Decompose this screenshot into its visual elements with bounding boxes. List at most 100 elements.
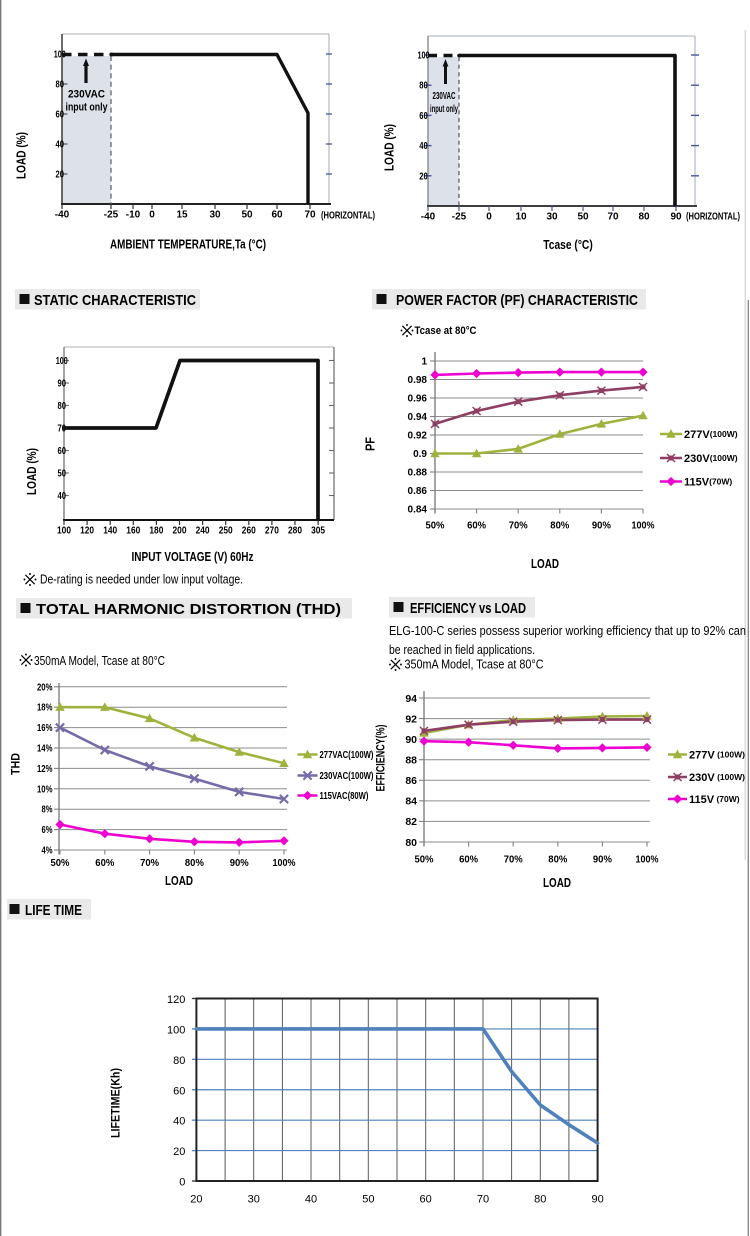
svg-text:60%: 60%	[459, 854, 479, 866]
svg-text:20%: 20%	[37, 682, 53, 693]
svg-text:10: 10	[515, 212, 527, 223]
svg-text:0.98: 0.98	[408, 375, 428, 386]
svg-text:50%: 50%	[51, 857, 71, 869]
svg-text:LOAD: LOAD	[165, 873, 193, 888]
svg-text:180: 180	[149, 526, 163, 537]
svg-text:90: 90	[591, 1194, 603, 1206]
svg-text:16%: 16%	[37, 723, 53, 734]
svg-text:EFFICIENCY vs LOAD: EFFICIENCY vs LOAD	[410, 601, 526, 617]
svg-text:80%: 80%	[185, 857, 205, 869]
svg-text:80%: 80%	[550, 520, 570, 532]
svg-text:15: 15	[176, 210, 188, 221]
svg-text:LOAD (%): LOAD (%)	[24, 448, 39, 495]
svg-text:70: 70	[477, 1194, 489, 1206]
svg-text:260: 260	[242, 526, 256, 537]
svg-text:ELG-100-C series possess super: ELG-100-C series possess superior workin…	[389, 624, 746, 638]
svg-text:LOAD: LOAD	[531, 556, 559, 571]
svg-text:LOAD (%): LOAD (%)	[14, 132, 29, 179]
svg-text:100: 100	[418, 51, 430, 62]
svg-text:-10: -10	[126, 210, 141, 221]
svg-text:90%: 90%	[230, 857, 250, 869]
svg-text:30: 30	[209, 210, 221, 221]
svg-text:50: 50	[362, 1194, 374, 1206]
svg-text:60%: 60%	[95, 857, 115, 869]
svg-text:230VAC(100W): 230VAC(100W)	[320, 771, 374, 782]
svg-text:30: 30	[248, 1194, 260, 1206]
svg-text:100: 100	[57, 526, 71, 537]
svg-text:120: 120	[167, 994, 185, 1006]
svg-text:PF: PF	[363, 437, 378, 451]
svg-text:Tcase (°C): Tcase (°C)	[543, 238, 593, 252]
svg-text:90%: 90%	[592, 520, 612, 532]
svg-text:50: 50	[58, 469, 67, 480]
svg-text:18%: 18%	[37, 703, 53, 714]
svg-text:280: 280	[288, 526, 302, 537]
svg-text:84: 84	[405, 796, 417, 808]
svg-text:100: 100	[167, 1024, 185, 1036]
svg-text:0.96: 0.96	[408, 394, 428, 405]
svg-text:20: 20	[173, 1146, 185, 1158]
svg-text:0.88: 0.88	[408, 468, 428, 479]
svg-text:120: 120	[80, 526, 94, 537]
svg-text:200: 200	[173, 526, 187, 537]
svg-text:60: 60	[58, 446, 67, 457]
svg-text:100: 100	[54, 50, 66, 61]
svg-text:100%: 100%	[636, 854, 660, 866]
svg-text:12%: 12%	[37, 764, 53, 775]
svg-text:10%: 10%	[37, 784, 53, 795]
svg-text:30: 30	[546, 212, 558, 223]
svg-text:88: 88	[405, 755, 417, 767]
svg-text:LIFE TIME: LIFE TIME	[25, 903, 82, 919]
svg-text:160: 160	[126, 526, 140, 537]
svg-text:(HORIZONTAL): (HORIZONTAL)	[321, 210, 375, 222]
svg-text:100%: 100%	[273, 857, 297, 869]
svg-text:70: 70	[607, 212, 619, 223]
svg-text:1: 1	[421, 357, 427, 368]
svg-text:STATIC CHARACTERISTIC: STATIC CHARACTERISTIC	[34, 293, 196, 309]
svg-text:40: 40	[305, 1194, 317, 1206]
svg-text:50: 50	[577, 212, 589, 223]
svg-text:INPUT VOLTAGE (V) 60Hz: INPUT VOLTAGE (V) 60Hz	[132, 550, 254, 564]
svg-text:94: 94	[405, 693, 417, 705]
svg-text:60: 60	[420, 1194, 432, 1206]
svg-text:240: 240	[196, 526, 210, 537]
svg-text:20: 20	[419, 171, 428, 182]
svg-text:230VAC: 230VAC	[68, 89, 105, 101]
svg-text:0.9: 0.9	[413, 449, 427, 460]
svg-text:90: 90	[670, 212, 682, 223]
svg-text:40: 40	[173, 1116, 185, 1128]
svg-text:60: 60	[419, 111, 428, 122]
svg-text:TOTAL HARMONIC DISTORTION (THD: TOTAL HARMONIC DISTORTION (THD)	[36, 601, 341, 618]
svg-text:40: 40	[419, 141, 428, 152]
svg-text:LOAD (%): LOAD (%)	[382, 124, 397, 171]
svg-text:input only: input only	[66, 102, 108, 114]
svg-text:input only: input only	[430, 103, 458, 115]
svg-text:20: 20	[190, 1194, 202, 1206]
svg-text:AMBIENT TEMPERATURE,Ta (°C): AMBIENT TEMPERATURE,Ta (°C)	[110, 237, 266, 252]
svg-text:0.94: 0.94	[408, 412, 428, 423]
svg-text:0.92: 0.92	[408, 431, 428, 442]
svg-text:80: 80	[173, 1055, 185, 1067]
svg-text:230VAC: 230VAC	[433, 90, 456, 102]
svg-text:90: 90	[58, 379, 67, 390]
svg-text:50: 50	[241, 210, 253, 221]
svg-text:86: 86	[405, 775, 417, 787]
svg-text:0: 0	[486, 212, 492, 223]
svg-text:350mA Model, Tcase at 80°C: 350mA Model, Tcase at 80°C	[405, 657, 544, 672]
svg-text:60%: 60%	[467, 520, 487, 532]
svg-text:305: 305	[311, 526, 325, 537]
svg-text:40: 40	[56, 140, 65, 151]
svg-text:LIFETIME(Kh): LIFETIME(Kh)	[111, 1068, 123, 1138]
svg-text:EFFICIENCY(%): EFFICIENCY(%)	[374, 724, 388, 791]
svg-text:230V (100W): 230V (100W)	[689, 772, 745, 784]
svg-text:70%: 70%	[509, 520, 529, 532]
svg-text:92: 92	[405, 713, 417, 725]
svg-text:20: 20	[56, 170, 65, 181]
svg-text:80: 80	[638, 212, 650, 223]
svg-text:6%: 6%	[42, 825, 53, 836]
svg-text:-25: -25	[452, 212, 467, 223]
svg-text:De-rating is needed under low: De-rating is needed under low input volt…	[40, 572, 243, 587]
svg-text:4%: 4%	[42, 846, 53, 857]
svg-text:THD: THD	[11, 753, 23, 775]
svg-text:be reached in field applicatio: be reached in field applications.	[389, 643, 535, 657]
